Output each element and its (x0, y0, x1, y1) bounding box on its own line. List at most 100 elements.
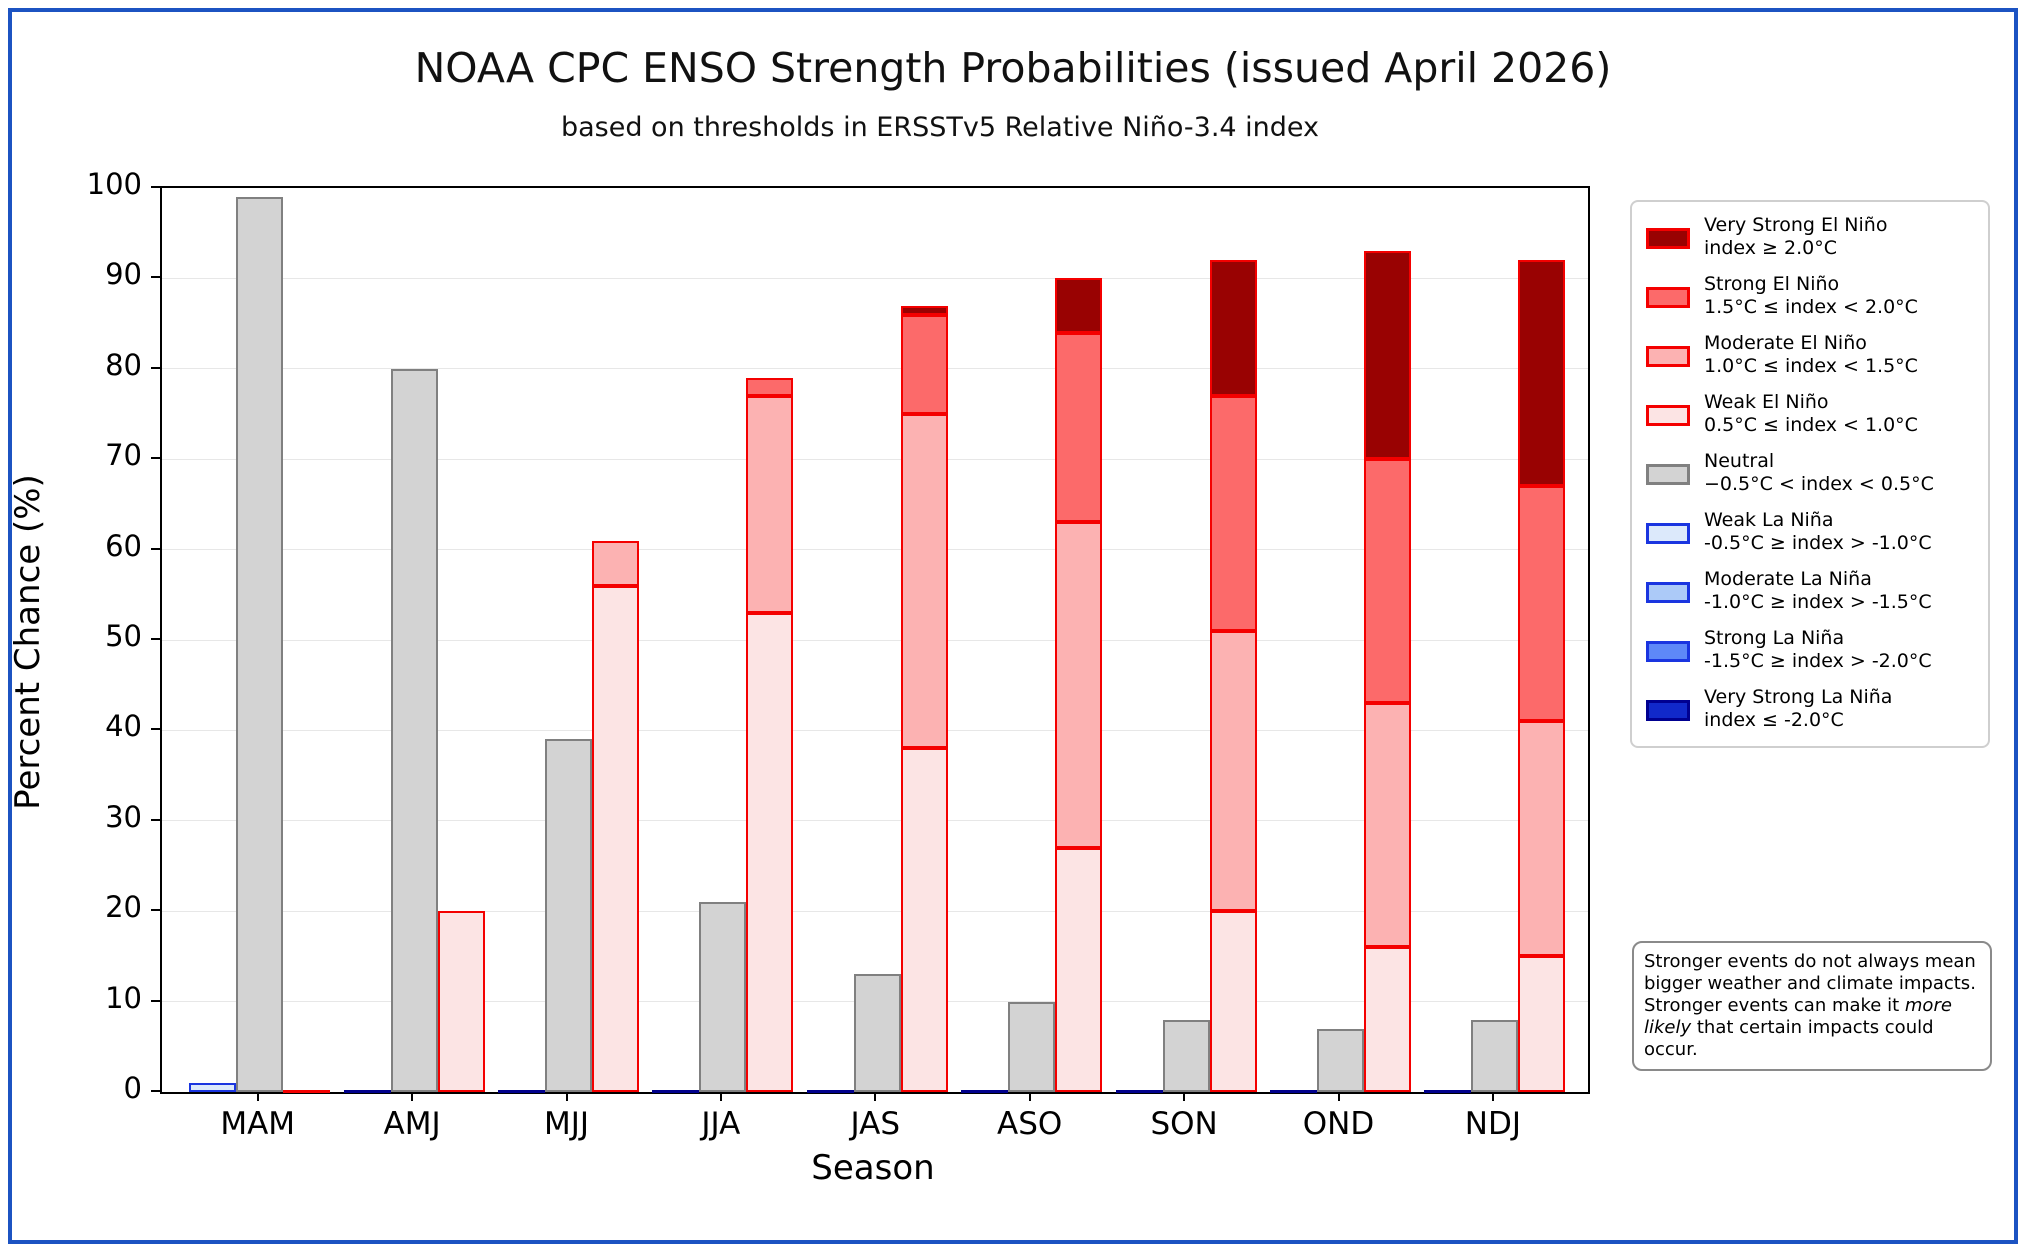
zero-height-bar-la-nina (652, 1090, 700, 1093)
legend-swatch (1646, 582, 1690, 603)
legend-swatch (1646, 346, 1690, 367)
bar-segment-strong-el-niño (1364, 459, 1411, 704)
y-axis-tick (151, 1090, 160, 1092)
y-axis-tick (151, 276, 160, 279)
x-axis-tick (1028, 1092, 1031, 1101)
zero-height-bar-la-nina (498, 1090, 545, 1093)
y-tick-label: 60 (105, 528, 142, 563)
legend-item: Strong El Niño 1.5°C ≤ index < 2.0°C (1644, 273, 1978, 332)
x-tick-label: MAM (220, 1106, 296, 1142)
bar-segment-neutral (1317, 1028, 1364, 1092)
zero-height-bar-la-nina (343, 1090, 391, 1093)
legend-swatch (1646, 523, 1690, 544)
legend-label-name: Moderate La Niña (1704, 568, 1872, 590)
legend-label: Moderate La Niña -1.0°C ≥ index > -1.5°C (1704, 568, 1932, 614)
bar-segment-weak-el-niño (1055, 847, 1103, 1092)
bar-segment-strong-el-niño (1518, 486, 1566, 722)
zero-height-bar-la-nina (961, 1090, 1009, 1093)
y-tick-label: 50 (105, 619, 142, 653)
bar-segment-neutral (853, 974, 901, 1092)
x-axis-tick (874, 1092, 877, 1101)
bar-segment-moderate-el-niño (1055, 522, 1103, 848)
bar-segment-neutral (1162, 1019, 1210, 1092)
bar-segment-weak-el-niño (1364, 947, 1411, 1092)
bar-segment-very-strong-el-niño (900, 305, 948, 315)
chart-title: NOAA CPC ENSO Strength Probabilities (is… (414, 44, 1612, 92)
bar-segment-weak-la-niña (189, 1082, 237, 1092)
note-text-post: that certain impacts could occur. (1644, 1017, 1934, 1060)
legend-swatch (1646, 700, 1690, 721)
y-axis-tick (151, 638, 160, 640)
legend-item: Weak El Niño 0.5°C ≤ index < 1.0°C (1644, 391, 1978, 450)
zero-height-bar-la-nina (1270, 1090, 1317, 1093)
y-axis-tick (151, 366, 160, 369)
legend-swatch (1646, 405, 1690, 426)
legend-label-name: Strong El Niño (1704, 273, 1840, 295)
legend-label-range: index ≥ 2.0°C (1704, 237, 1837, 259)
legend-label-range: index ≤ -2.0°C (1704, 709, 1844, 731)
legend-label-name: Very Strong La Niña (1704, 686, 1893, 708)
x-axis-tick (411, 1092, 414, 1101)
bar-segment-very-strong-el-niño (1055, 278, 1103, 333)
bar-segment-moderate-el-niño (1209, 630, 1257, 912)
bar-segment-strong-el-niño (900, 314, 948, 414)
zero-height-bar-el-nino (283, 1090, 331, 1093)
bar-segment-very-strong-el-niño (1364, 251, 1411, 460)
y-axis-tick (151, 457, 160, 460)
x-tick-label: OND (1302, 1106, 1375, 1142)
legend-label-range: -1.5°C ≥ index > -2.0°C (1704, 650, 1932, 672)
y-tick-label: 70 (105, 438, 142, 473)
y-axis-tick (151, 999, 160, 1002)
bar-segment-weak-el-niño (900, 748, 948, 1092)
gridline (162, 458, 1588, 460)
y-tick-label: 40 (105, 709, 142, 744)
zero-height-bar-la-nina (1115, 1090, 1163, 1093)
zero-height-bar-la-nina (806, 1090, 854, 1093)
bar-segment-weak-el-niño (437, 911, 485, 1092)
bar-segment-strong-el-niño (1209, 395, 1257, 631)
legend-label-range: 0.5°C ≤ index < 1.0°C (1704, 414, 1918, 436)
legend-label-range: 1.5°C ≤ index < 2.0°C (1704, 296, 1918, 318)
bar-segment-weak-el-niño (1518, 956, 1566, 1092)
legend-item: Neutral −0.5°C < index < 0.5°C (1644, 450, 1978, 509)
legend-item: Strong La Niña -1.5°C ≥ index > -2.0°C (1644, 627, 1978, 686)
legend-label-range: -0.5°C ≥ index > -1.0°C (1704, 532, 1932, 554)
y-tick-label: 100 (86, 167, 142, 201)
bar-segment-very-strong-el-niño (1209, 260, 1257, 396)
y-tick-label: 90 (105, 257, 142, 292)
legend-label-range: -1.0°C ≥ index > -1.5°C (1704, 591, 1932, 613)
y-axis-label: Percent Chance (%) (8, 474, 48, 810)
chart-subtitle: based on thresholds in ERSSTv5 Relative … (560, 112, 1320, 143)
bar-segment-moderate-el-niño (1518, 721, 1566, 957)
legend-item: Weak La Niña -0.5°C ≥ index > -1.0°C (1644, 509, 1978, 568)
legend-label-range: −0.5°C < index < 0.5°C (1704, 473, 1934, 495)
x-axis-tick (565, 1092, 568, 1101)
legend-item: Moderate El Niño 1.0°C ≤ index < 1.5°C (1644, 332, 1978, 391)
legend-label-name: Very Strong El Niño (1704, 214, 1888, 236)
x-axis-label: Season (811, 1148, 935, 1188)
x-tick-label: NDJ (1464, 1106, 1521, 1142)
x-axis-tick (719, 1092, 722, 1101)
legend-label-name: Weak El Niño (1704, 391, 1829, 413)
bar-segment-moderate-el-niño (900, 414, 948, 749)
legend-label-range: 1.0°C ≤ index < 1.5°C (1704, 355, 1918, 377)
x-tick-label: JAS (850, 1106, 901, 1142)
legend-label: Moderate El Niño 1.0°C ≤ index < 1.5°C (1704, 332, 1918, 378)
x-tick-label: JJA (701, 1106, 741, 1142)
gridline (162, 549, 1588, 551)
gridline (162, 368, 1588, 370)
y-tick-label: 0 (123, 1071, 142, 1105)
note-text: Stronger events do not always mean bigge… (1644, 951, 1980, 1061)
legend-label-name: Neutral (1704, 450, 1775, 472)
legend-label-name: Strong La Niña (1704, 627, 1845, 649)
legend-box: Very Strong El Niño index ≥ 2.0°C Strong E… (1630, 200, 1990, 748)
x-axis-tick (1337, 1092, 1340, 1101)
y-tick-label: 80 (105, 347, 142, 382)
x-axis-tick (1491, 1092, 1494, 1101)
legend-label: Weak La Niña -0.5°C ≥ index > -1.0°C (1704, 509, 1932, 555)
bar-segment-moderate-el-niño (592, 540, 639, 586)
zero-height-bar-la-nina (1424, 1090, 1472, 1093)
gridline (162, 910, 1588, 912)
legend-swatch (1646, 287, 1690, 308)
